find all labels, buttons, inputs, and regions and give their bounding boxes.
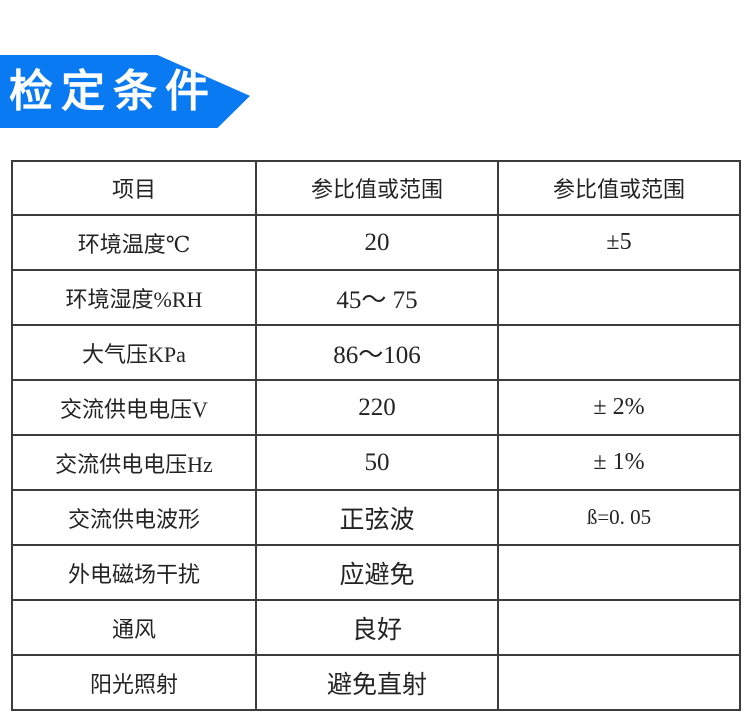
item-cell: 交流供电波形 xyxy=(11,489,257,546)
item-cell: 大气压KPa xyxy=(11,324,257,381)
item-cell: 交流供电电压V xyxy=(11,379,257,436)
value-cell: 20 xyxy=(255,214,499,271)
column-header-reference-range: 参比值或范围 xyxy=(497,160,741,216)
value-cell: 良好 xyxy=(255,599,499,656)
table-row: 通风 良好 xyxy=(11,599,741,656)
item-cell: 阳光照射 xyxy=(11,654,257,711)
tolerance-cell xyxy=(497,324,741,381)
table-row: 环境温度℃ 20 ±5 xyxy=(11,214,741,271)
verification-conditions-table: 项目 参比值或范围 参比值或范围 环境温度℃ 20 ±5 环境湿度%RH 45～… xyxy=(11,160,741,711)
section-title: 检定条件 xyxy=(9,66,217,116)
item-cell: 外电磁场干扰 xyxy=(11,544,257,601)
tolerance-cell xyxy=(497,544,741,601)
tolerance-cell xyxy=(497,654,741,711)
header-row: 项目 参比值或范围 参比值或范围 xyxy=(11,160,741,216)
tolerance-cell: ß=0. 05 xyxy=(497,489,741,546)
value-cell: 45～ 75 xyxy=(255,269,499,326)
tolerance-cell xyxy=(497,599,741,656)
value-cell: 避免直射 xyxy=(255,654,499,711)
column-header-item: 项目 xyxy=(11,160,257,216)
tolerance-cell: ±5 xyxy=(497,214,741,271)
section-banner: 检定条件 xyxy=(0,55,250,128)
table-row: 大气压KPa 86～106 xyxy=(11,324,741,381)
tolerance-cell: ± 2% xyxy=(497,379,741,436)
table-row: 交流供电电压Hz 50 ± 1% xyxy=(11,434,741,491)
value-cell: 220 xyxy=(255,379,499,436)
tolerance-cell: ± 1% xyxy=(497,434,741,491)
table-row: 交流供电电压V 220 ± 2% xyxy=(11,379,741,436)
table-row: 外电磁场干扰 应避免 xyxy=(11,544,741,601)
column-header-reference-value: 参比值或范围 xyxy=(255,160,499,216)
value-cell: 应避免 xyxy=(255,544,499,601)
table-row: 阳光照射 避免直射 xyxy=(11,654,741,711)
tolerance-cell xyxy=(497,269,741,326)
table-row: 环境湿度%RH 45～ 75 xyxy=(11,269,741,326)
item-cell: 交流供电电压Hz xyxy=(11,434,257,491)
item-cell: 环境湿度%RH xyxy=(11,269,257,326)
item-cell: 通风 xyxy=(11,599,257,656)
item-cell: 环境温度℃ xyxy=(11,214,257,271)
value-cell: 86～106 xyxy=(255,324,499,381)
value-cell: 正弦波 xyxy=(255,489,499,546)
value-cell: 50 xyxy=(255,434,499,491)
table-row: 交流供电波形 正弦波 ß=0. 05 xyxy=(11,489,741,546)
